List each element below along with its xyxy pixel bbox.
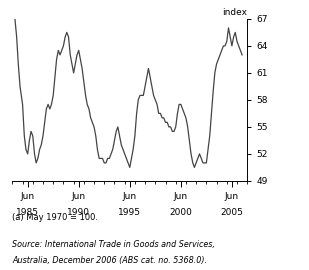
Text: index: index xyxy=(222,8,247,17)
Text: Jun: Jun xyxy=(72,192,86,201)
Text: Jun: Jun xyxy=(174,192,188,201)
Text: 2005: 2005 xyxy=(220,208,243,217)
Text: 1990: 1990 xyxy=(67,208,90,217)
Text: Source: International Trade in Goods and Services,: Source: International Trade in Goods and… xyxy=(12,240,215,249)
Text: (a) May 1970 = 100.: (a) May 1970 = 100. xyxy=(12,213,98,222)
Text: 2000: 2000 xyxy=(169,208,192,217)
Text: Jun: Jun xyxy=(225,192,239,201)
Text: 1985: 1985 xyxy=(16,208,39,217)
Text: 1995: 1995 xyxy=(118,208,141,217)
Text: Jun: Jun xyxy=(123,192,137,201)
Text: Jun: Jun xyxy=(21,192,35,201)
Text: Australia, December 2006 (ABS cat. no. 5368.0).: Australia, December 2006 (ABS cat. no. 5… xyxy=(12,256,207,265)
